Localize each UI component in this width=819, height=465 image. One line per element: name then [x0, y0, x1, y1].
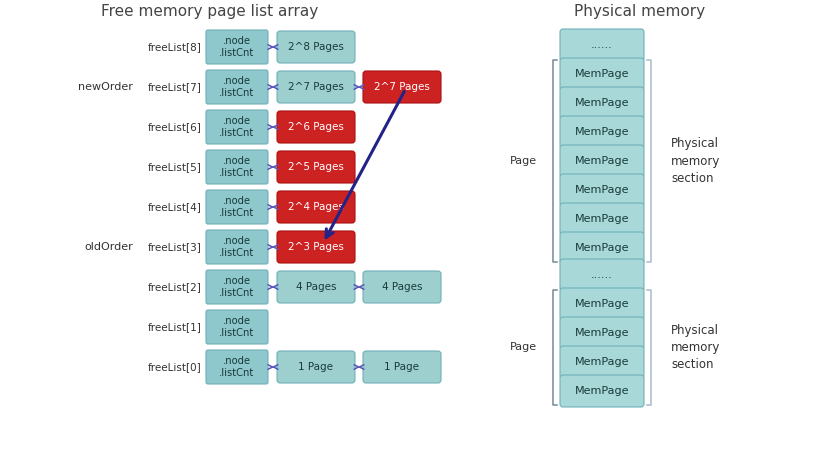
Text: 4 Pages: 4 Pages [296, 282, 336, 292]
Text: ......: ...... [590, 270, 612, 280]
Text: ......: ...... [590, 40, 612, 50]
Text: MemPage: MemPage [574, 328, 628, 338]
Text: freeList[1]: freeList[1] [148, 322, 201, 332]
Text: newOrder: newOrder [78, 82, 133, 92]
Text: freeList[7]: freeList[7] [148, 82, 201, 92]
FancyBboxPatch shape [206, 70, 268, 104]
FancyBboxPatch shape [277, 351, 355, 383]
FancyBboxPatch shape [559, 375, 643, 407]
Text: .node
.listCnt: .node .listCnt [219, 36, 255, 58]
Text: Page: Page [509, 343, 536, 352]
Text: 2^8 Pages: 2^8 Pages [287, 42, 343, 52]
Text: MemPage: MemPage [574, 214, 628, 224]
Text: 2^7 Pages: 2^7 Pages [287, 82, 343, 92]
Text: Page: Page [509, 156, 536, 166]
Text: MemPage: MemPage [574, 98, 628, 108]
Text: .node
.listCnt: .node .listCnt [219, 276, 255, 298]
Text: freeList[5]: freeList[5] [148, 162, 201, 172]
Text: Physical
memory
section: Physical memory section [670, 324, 720, 371]
FancyBboxPatch shape [277, 111, 355, 143]
Text: MemPage: MemPage [574, 357, 628, 367]
Text: freeList[4]: freeList[4] [148, 202, 201, 212]
Text: .node
.listCnt: .node .listCnt [219, 236, 255, 258]
Text: 2^6 Pages: 2^6 Pages [287, 122, 343, 132]
Text: freeList[8]: freeList[8] [148, 42, 201, 52]
Text: .node
.listCnt: .node .listCnt [219, 76, 255, 98]
FancyBboxPatch shape [277, 191, 355, 223]
Text: 1 Page: 1 Page [384, 362, 419, 372]
Text: Physical memory: Physical memory [574, 5, 704, 20]
FancyBboxPatch shape [363, 351, 441, 383]
FancyBboxPatch shape [559, 232, 643, 264]
FancyBboxPatch shape [559, 145, 643, 177]
Text: Free memory page list array: Free memory page list array [102, 5, 319, 20]
FancyBboxPatch shape [206, 150, 268, 184]
Text: 2^7 Pages: 2^7 Pages [373, 82, 429, 92]
Text: freeList[2]: freeList[2] [148, 282, 201, 292]
FancyBboxPatch shape [206, 30, 268, 64]
FancyBboxPatch shape [206, 310, 268, 344]
FancyBboxPatch shape [559, 174, 643, 206]
Text: 2^3 Pages: 2^3 Pages [287, 242, 343, 252]
Text: 2^5 Pages: 2^5 Pages [287, 162, 343, 172]
Text: 2^4 Pages: 2^4 Pages [287, 202, 343, 212]
Text: 1 Page: 1 Page [298, 362, 333, 372]
FancyBboxPatch shape [206, 110, 268, 144]
FancyBboxPatch shape [559, 346, 643, 378]
FancyBboxPatch shape [206, 230, 268, 264]
FancyBboxPatch shape [277, 71, 355, 103]
FancyBboxPatch shape [559, 87, 643, 119]
FancyBboxPatch shape [559, 29, 643, 61]
Text: .node
.listCnt: .node .listCnt [219, 316, 255, 338]
Text: 4 Pages: 4 Pages [382, 282, 422, 292]
FancyBboxPatch shape [206, 190, 268, 224]
Text: .node
.listCnt: .node .listCnt [219, 196, 255, 218]
Text: .node
.listCnt: .node .listCnt [219, 156, 255, 178]
Text: MemPage: MemPage [574, 386, 628, 396]
FancyBboxPatch shape [277, 271, 355, 303]
FancyBboxPatch shape [559, 116, 643, 148]
Text: .node
.listCnt: .node .listCnt [219, 356, 255, 378]
Text: MemPage: MemPage [574, 156, 628, 166]
FancyBboxPatch shape [277, 151, 355, 183]
FancyBboxPatch shape [277, 31, 355, 63]
FancyBboxPatch shape [363, 271, 441, 303]
Text: Physical
memory
section: Physical memory section [670, 138, 720, 185]
Text: MemPage: MemPage [574, 69, 628, 79]
FancyBboxPatch shape [559, 288, 643, 320]
Text: MemPage: MemPage [574, 299, 628, 309]
Text: MemPage: MemPage [574, 127, 628, 137]
Text: freeList[3]: freeList[3] [148, 242, 201, 252]
FancyBboxPatch shape [559, 203, 643, 235]
Text: .node
.listCnt: .node .listCnt [219, 116, 255, 138]
FancyBboxPatch shape [277, 231, 355, 263]
Text: oldOrder: oldOrder [84, 242, 133, 252]
Text: freeList[0]: freeList[0] [148, 362, 201, 372]
FancyBboxPatch shape [559, 58, 643, 90]
FancyBboxPatch shape [206, 270, 268, 304]
FancyBboxPatch shape [559, 259, 643, 291]
Text: MemPage: MemPage [574, 185, 628, 195]
Text: MemPage: MemPage [574, 243, 628, 253]
Text: freeList[6]: freeList[6] [148, 122, 201, 132]
FancyBboxPatch shape [559, 317, 643, 349]
FancyBboxPatch shape [363, 71, 441, 103]
FancyBboxPatch shape [206, 350, 268, 384]
